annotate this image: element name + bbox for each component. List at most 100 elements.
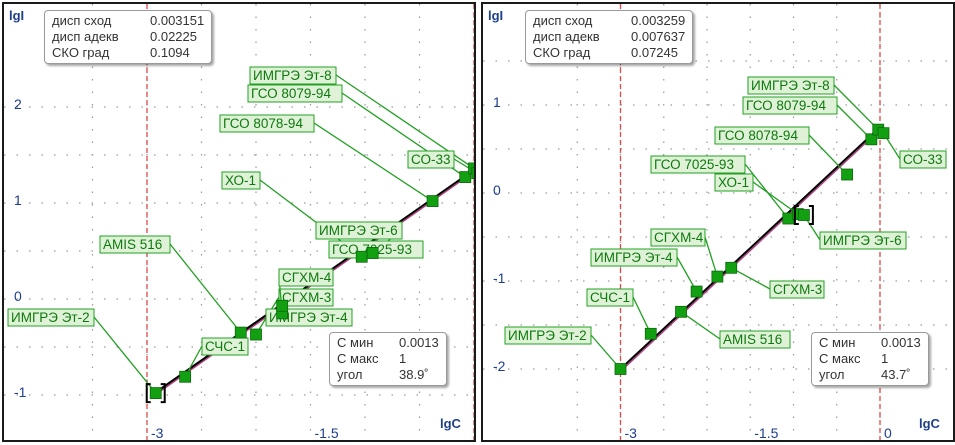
callout-label-box (278, 288, 334, 307)
y-tick-label: -1 (14, 384, 27, 400)
stat-row: дисп сход 0.003259 (533, 13, 685, 29)
stat-label: С макс (337, 351, 379, 366)
callout-leader (169, 243, 242, 334)
fit-line (619, 128, 879, 370)
y-tick-label: 2 (14, 96, 22, 112)
point-label: ИМГРЭ Эт-6 (319, 223, 398, 238)
stat-row: СКО град 0.1094 (52, 45, 204, 61)
data-point-marker (250, 328, 262, 341)
callout-label-box (99, 235, 171, 254)
data-point-marker (234, 326, 247, 339)
stat-value: 38.9˚ (399, 367, 429, 382)
data-point-marker (711, 270, 724, 283)
stat-row: угол 38.9˚ (337, 367, 439, 383)
callout-leader (680, 311, 721, 340)
point-label: СО-33 (411, 152, 450, 167)
point-label: ИМГРЭ Эт-6 (823, 233, 902, 248)
x-axis-label: lgC (440, 416, 462, 431)
stat-row: дисп адекв 0.007637 (533, 29, 685, 45)
stat-label: угол (337, 367, 363, 382)
stat-row: С мин 0.0013 (337, 335, 439, 351)
data-point-marker (459, 171, 472, 183)
callout-label-box (719, 330, 791, 349)
data-point-marker (468, 162, 474, 175)
data-point-marker (725, 261, 738, 274)
scatter-plot-left: ИМГРЭ Эт-2 СЧС-1 AMIS 516 СГХМ-3 СГХМ-4 ИМГРЭ… (4, 4, 474, 440)
stat-label: угол (819, 367, 845, 382)
y-tick-label: 1 (14, 192, 22, 208)
y-tick-label: 1 (493, 94, 501, 110)
point-label: ГСО 8079-94 (251, 86, 331, 101)
stat-label: С мин (819, 335, 856, 350)
callout-leader (752, 181, 799, 215)
stat-label: дисп адекв (52, 29, 119, 44)
x-tick-label: -1.5 (754, 425, 778, 440)
point-label: ИМГРЭ Эт-4 (594, 250, 673, 265)
x-tick-label: 0 (884, 425, 892, 440)
stat-label: дисп сход (533, 13, 593, 28)
fit-line-shadow (621, 129, 881, 371)
data-point-marker (471, 167, 474, 180)
point-label: ГСО 8078-94 (223, 116, 303, 131)
point-label: СГХМ-4 (654, 230, 704, 245)
stat-label: СКО град (52, 45, 110, 60)
data-point-marker (690, 285, 703, 298)
point-label: ИМГРЭ Эт-2 (11, 310, 90, 325)
chart-panel-left: ИМГРЭ Эт-2 СЧС-1 AMIS 516 СГХМ-3 СГХМ-4 ИМГРЭ… (2, 2, 476, 442)
point-label: AMIS 516 (723, 332, 782, 347)
point-label: СЧС-1 (590, 290, 630, 305)
stat-label: С макс (819, 351, 861, 366)
point-label: ИМГРЭ Эт-8 (253, 68, 332, 83)
data-point-marker (877, 127, 890, 140)
stat-value: 0.0013 (399, 335, 439, 350)
y-tick-label: -1 (493, 270, 506, 286)
callout-label-box (819, 231, 907, 250)
stat-value: 43.7˚ (881, 367, 911, 382)
stat-row: С макс 1 (337, 351, 439, 367)
stat-value: 0.003151 (150, 13, 205, 28)
callout-label-box (747, 76, 835, 95)
callout-label-box (714, 173, 754, 192)
data-point-marker (614, 363, 627, 375)
stat-value: 1 (399, 351, 407, 366)
x-axis-label: lgC (919, 416, 941, 431)
callout-label-box (504, 326, 592, 345)
callout-label-box (650, 228, 706, 247)
callout-label-box (7, 308, 95, 327)
point-label: AMIS 516 (103, 237, 162, 252)
point-label: СГХМ-3 (773, 282, 822, 297)
stat-value: 0.1094 (150, 45, 190, 60)
callout-label-box (221, 171, 261, 190)
callout-label-box (407, 150, 455, 169)
callout-leader (93, 316, 157, 394)
stat-value: 0.003259 (631, 13, 686, 28)
data-point-marker (149, 387, 162, 399)
selection-bracket (145, 383, 166, 404)
data-point-marker (865, 133, 878, 146)
callout-label-box (899, 150, 947, 169)
point-label: СГХМ-4 (282, 270, 332, 285)
y-axis-label: lgI (488, 8, 503, 23)
data-point-marker (276, 299, 289, 312)
point-label: СГХМ-3 (282, 290, 331, 305)
data-point-marker (426, 195, 439, 207)
stat-value: 0.02225 (150, 29, 197, 44)
stat-value: 0.0013 (881, 335, 921, 350)
callout-label-box (201, 337, 249, 356)
stat-row: С макс 1 (819, 351, 921, 367)
stat-value: 1 (881, 351, 889, 366)
stat-row: угол 43.7˚ (819, 367, 921, 383)
stat-label: С мин (337, 335, 374, 350)
y-tick-label: 0 (14, 288, 22, 304)
callout-leader (833, 84, 879, 131)
selection-bracket (793, 205, 814, 225)
stats-box-range: С мин 0.0013 С макс 1 угол 38.9˚ (329, 332, 447, 386)
y-tick-label: 0 (493, 182, 501, 198)
stat-row: дисп сход 0.003151 (52, 13, 204, 29)
data-point-marker (179, 370, 192, 383)
callout-leader (808, 134, 848, 175)
point-label: ГСО 8078-94 (718, 128, 798, 143)
callout-leader (313, 122, 433, 202)
stats-box-range: С мин 0.0013 С макс 1 угол 43.7˚ (811, 332, 929, 386)
callout-label-box (590, 248, 678, 267)
